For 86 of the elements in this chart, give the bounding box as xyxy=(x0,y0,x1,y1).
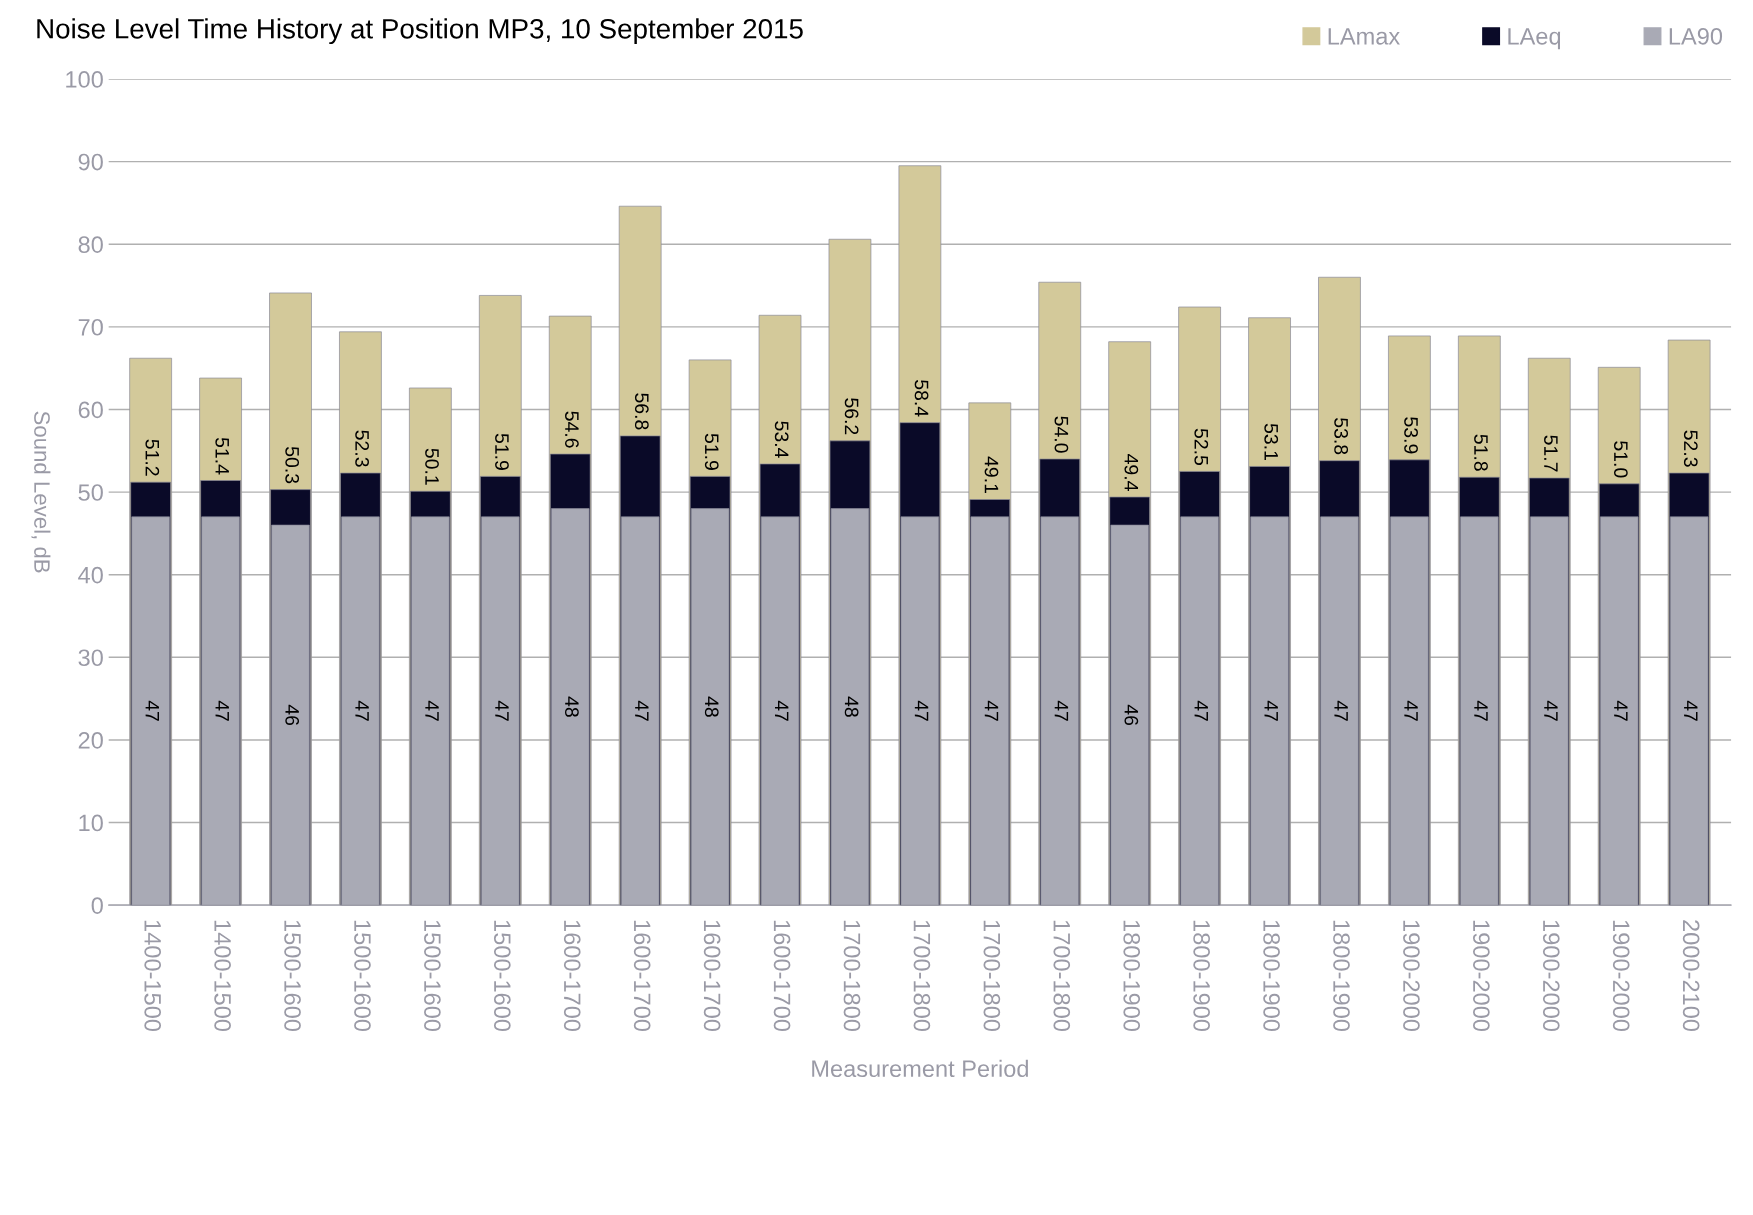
data-label: 51.8 xyxy=(1474,434,1488,471)
x-tick-label: 1500-1600 xyxy=(424,920,441,1032)
data-label: 52.5 xyxy=(1194,428,1209,466)
data-label: 47 xyxy=(1194,700,1208,721)
y-tick-label: 0 xyxy=(91,897,103,914)
data-label: 47 xyxy=(1684,700,1698,721)
x-tick-label: 1700-1800 xyxy=(843,920,861,1032)
x-tick-label: 1800-1900 xyxy=(1123,920,1141,1032)
x-tick-label: 1500-1600 xyxy=(493,920,511,1032)
chart-title: Noise Level Time History at Position MP3, 10 September 2015 xyxy=(37,18,803,45)
y-tick-label: 60 xyxy=(78,401,103,419)
data-label: 51.9 xyxy=(704,433,719,470)
legend-label: LAmax xyxy=(1328,28,1400,45)
y-tick-label: 100 xyxy=(66,71,103,88)
y-tick-label: 80 xyxy=(78,236,103,253)
x-tick-label: 1900-2000 xyxy=(1542,920,1560,1032)
data-label: 47 xyxy=(1614,700,1628,721)
y-tick-label: 30 xyxy=(78,649,103,667)
x-tick-label: 1800-1900 xyxy=(1263,920,1280,1032)
x-tick-label: 1600-1700 xyxy=(563,920,581,1032)
data-label: 47 xyxy=(984,700,999,721)
data-label: 46 xyxy=(285,704,300,726)
x-tick-label: 1400-1500 xyxy=(214,920,231,1032)
data-label: 56.2 xyxy=(844,398,859,435)
y-tick-label: 20 xyxy=(78,732,103,749)
data-label: 47 xyxy=(355,700,369,721)
data-label: 53.9 xyxy=(1404,417,1418,454)
data-label: 47 xyxy=(1474,700,1488,721)
data-label: 47 xyxy=(215,700,229,721)
x-tick-label: 2000-2100 xyxy=(1682,920,1700,1032)
x-tick-label: 1600-1700 xyxy=(703,920,721,1032)
data-label: 51.2 xyxy=(145,439,160,476)
data-label: 47 xyxy=(1264,700,1278,721)
y-tick-label: 90 xyxy=(78,153,103,171)
x-tick-label: 1700-1800 xyxy=(913,920,931,1032)
legend-label: LAeq xyxy=(1508,28,1561,50)
x-tick-label: 1600-1700 xyxy=(773,920,791,1032)
data-label: 53.4 xyxy=(774,421,789,458)
x-tick-label: 1600-1700 xyxy=(633,920,651,1032)
data-label: 46 xyxy=(1124,704,1139,726)
data-label: 52.3 xyxy=(1683,430,1698,467)
x-tick-label: 1700-1800 xyxy=(983,920,1001,1032)
data-label: 53.8 xyxy=(1334,418,1349,455)
data-label: 51.9 xyxy=(495,433,509,470)
x-tick-label: 1400-1500 xyxy=(144,920,162,1032)
x-tick-label: 1800-1900 xyxy=(1333,920,1350,1032)
legend-label: LA90 xyxy=(1669,27,1723,45)
data-label: 47 xyxy=(914,700,929,721)
data-label: 47 xyxy=(1054,700,1069,721)
data-label: 50.1 xyxy=(425,448,439,485)
data-label: 47 xyxy=(145,700,159,721)
data-label: 47 xyxy=(1544,700,1558,721)
data-label: 51.7 xyxy=(1544,435,1558,472)
x-tick-label: 1900-2000 xyxy=(1612,920,1630,1032)
x-tick-label: 1700-1800 xyxy=(1053,920,1071,1032)
data-label: 48 xyxy=(844,696,859,717)
data-label: 47 xyxy=(1404,700,1418,721)
x-tick-label: 1900-2000 xyxy=(1403,920,1420,1032)
x-tick-label: 1500-1600 xyxy=(284,920,301,1032)
data-label: 56.8 xyxy=(634,393,649,430)
x-tick-label: 1800-1900 xyxy=(1193,920,1210,1032)
data-label: 52.3 xyxy=(355,430,369,467)
data-label: 49.4 xyxy=(1124,454,1139,491)
data-label: 47 xyxy=(1334,700,1348,721)
data-label: 47 xyxy=(775,700,789,721)
data-label: 47 xyxy=(495,700,509,721)
data-label: 58.4 xyxy=(914,380,929,417)
data-label: 54.6 xyxy=(565,411,579,448)
data-label: 50.3 xyxy=(285,446,300,484)
y-tick-label: 40 xyxy=(78,566,103,584)
x-axis-title: Measurement Period xyxy=(812,1059,1028,1078)
data-label: 47 xyxy=(635,700,649,721)
x-tick-label: 1500-1600 xyxy=(354,920,371,1032)
data-label: 47 xyxy=(425,700,439,721)
y-tick-label: 50 xyxy=(78,484,103,501)
data-label: 48 xyxy=(704,696,719,717)
data-label: 54.0 xyxy=(1054,416,1069,453)
y-axis-title: Sound Level, dB xyxy=(31,411,51,573)
data-label: 49.1 xyxy=(984,456,999,494)
data-label: 53.1 xyxy=(1264,423,1279,460)
y-tick-label: 70 xyxy=(78,318,103,336)
x-tick-label: 1900-2000 xyxy=(1473,920,1490,1032)
data-label: 51.0 xyxy=(1613,441,1628,478)
y-tick-label: 10 xyxy=(79,814,103,832)
data-label: 48 xyxy=(565,696,579,717)
data-label: 51.4 xyxy=(215,437,229,475)
